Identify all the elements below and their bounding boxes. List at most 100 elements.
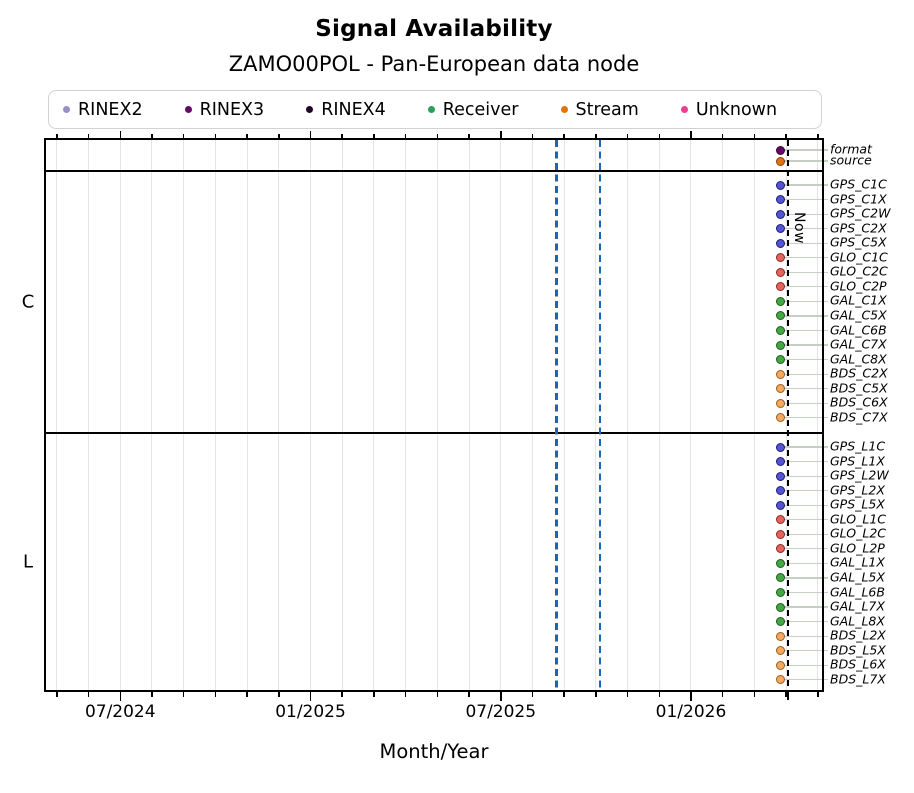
top-tick <box>56 134 58 138</box>
leader-line <box>780 460 828 463</box>
leader-line <box>780 533 828 535</box>
top-tick <box>563 134 565 138</box>
leader-line <box>780 149 828 151</box>
top-tick <box>721 134 724 138</box>
bottom-tick <box>309 692 312 701</box>
data-point-marker <box>775 267 785 277</box>
data-point-marker <box>775 675 785 685</box>
row-label-glo_c2p: GLO_C2P <box>830 278 887 294</box>
data-point-marker <box>775 384 785 394</box>
row-label-glo_c2c: GLO_C2C <box>830 263 888 279</box>
data-point-marker <box>775 253 785 263</box>
leader-line <box>780 562 828 564</box>
row-label-gps_l5x: GPS_L5X <box>830 496 885 512</box>
top-tick <box>436 134 439 138</box>
legend-item-unknown: Unknown <box>680 99 778 120</box>
month-gridline <box>531 140 533 690</box>
leader-line <box>780 184 828 186</box>
legend-item-rinex3: RINEX3 <box>184 100 264 120</box>
row-label-source: source <box>830 152 872 168</box>
row-label-gps_l2w: GPS_L2W <box>830 467 889 483</box>
month-gridline <box>436 140 438 690</box>
row-label-gps_c2w: GPS_C2W <box>830 205 891 221</box>
data-point-marker <box>775 617 785 627</box>
row-label-gal_l6b: GAL_L6B <box>830 584 885 599</box>
month-gridline <box>246 140 248 690</box>
legend-item-label: Unknown <box>695 99 778 120</box>
row-label-gps_l1c: GPS_L1C <box>830 438 886 454</box>
row-label-gal_l8x: GAL_L8X <box>830 613 885 629</box>
leader-line <box>780 373 828 375</box>
month-gridline <box>119 140 121 690</box>
month-gridline <box>405 140 407 690</box>
month-gridline <box>88 140 90 690</box>
row-label-gal_c6b: GAL_C6B <box>830 322 887 337</box>
data-point-marker <box>775 369 785 379</box>
section-separator <box>46 432 822 434</box>
legend-marker-icon <box>427 106 435 113</box>
data-point-marker <box>775 326 785 335</box>
month-gridline <box>56 140 58 690</box>
data-point-marker <box>775 180 785 190</box>
month-gridline <box>722 140 724 690</box>
bottom-tick <box>468 692 470 697</box>
row-label-format: format <box>830 141 872 157</box>
bottom-tick <box>436 692 439 697</box>
leader-line <box>780 198 828 201</box>
legend-item-rinex2: RINEX2 <box>63 100 143 120</box>
data-point-marker <box>775 442 785 452</box>
row-label-gal_c5x: GAL_C5X <box>830 307 887 323</box>
bottom-tick <box>56 692 58 697</box>
row-label-bds_l6x: BDS_L6X <box>830 656 886 672</box>
bottom-tick <box>690 692 692 701</box>
now-axis-tick <box>787 692 790 700</box>
data-point-marker <box>775 238 785 248</box>
legend-item-label: RINEX2 <box>78 99 143 120</box>
top-tick <box>531 134 534 138</box>
top-tick <box>690 131 692 138</box>
row-label-gal_c1x: GAL_C1X <box>830 292 887 308</box>
top-tick <box>278 134 280 138</box>
leader-line <box>780 160 828 162</box>
leader-line <box>780 329 828 332</box>
bottom-tick <box>626 692 629 697</box>
leader-line <box>780 650 828 652</box>
top-tick <box>246 134 248 138</box>
top-tick <box>785 134 787 138</box>
leader-line <box>780 504 828 506</box>
data-point-marker <box>775 355 785 365</box>
now-line <box>787 140 790 698</box>
leader-line <box>780 679 828 681</box>
leader-line <box>780 300 828 302</box>
leader-line <box>780 213 828 215</box>
leader-line <box>780 242 828 244</box>
month-gridline <box>310 140 311 690</box>
row-label-gal_c8x: GAL_C8X <box>830 351 887 367</box>
row-label-bds_l5x: BDS_L5X <box>830 642 886 658</box>
top-tick <box>500 131 502 138</box>
data-point-marker <box>775 646 785 656</box>
row-label-bds_l7x: BDS_L7X <box>830 671 886 687</box>
data-point-marker <box>775 486 785 496</box>
x-axis-title: Month/Year <box>379 740 489 763</box>
bottom-tick <box>182 692 185 697</box>
legend-item-label: RINEX4 <box>321 99 386 120</box>
row-label-gal_l5x: GAL_L5X <box>830 569 885 585</box>
bottom-tick <box>785 692 787 697</box>
month-gridline <box>214 140 216 690</box>
row-label-gal_l1x: GAL_L1X <box>830 554 885 570</box>
data-point-marker <box>775 282 785 292</box>
x-tick-label: 07/2025 <box>465 702 537 722</box>
top-tick <box>341 134 343 138</box>
top-tick <box>595 134 597 138</box>
row-label-gps_c5x: GPS_C5X <box>830 234 887 250</box>
top-tick <box>817 134 819 138</box>
month-gridline <box>658 140 660 690</box>
bottom-tick <box>753 692 756 697</box>
data-point-marker <box>775 515 785 525</box>
row-label-bds_c2x: BDS_C2X <box>830 365 888 381</box>
top-tick <box>626 134 629 138</box>
bottom-tick <box>595 692 597 697</box>
data-point-marker <box>775 224 785 234</box>
